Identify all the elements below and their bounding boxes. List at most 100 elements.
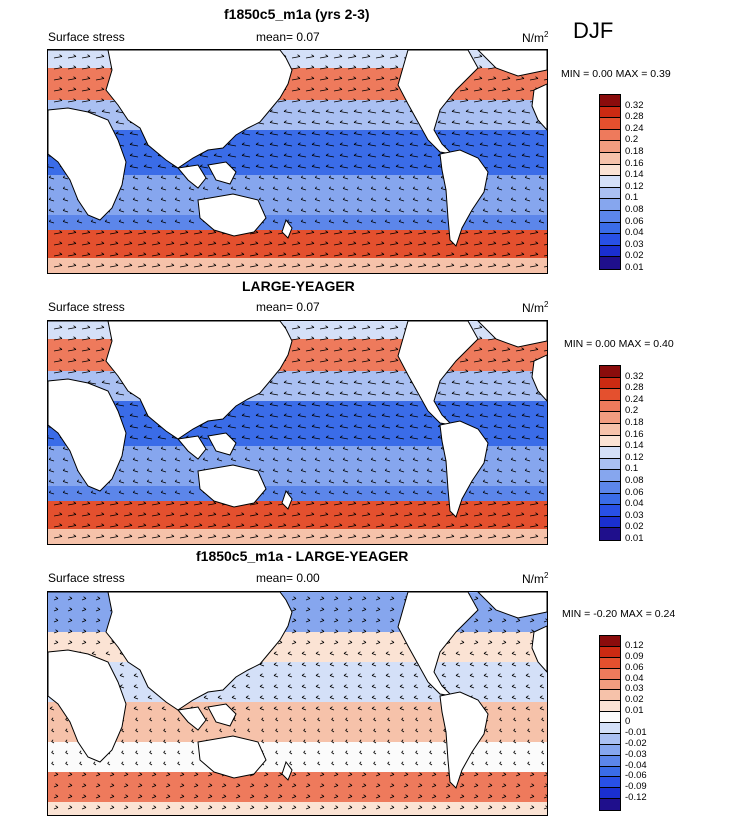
colorbar-swatch bbox=[600, 481, 620, 494]
colorbar-tick-label: 0.01 bbox=[625, 533, 644, 544]
colorbar-swatch bbox=[600, 95, 620, 107]
colorbar-swatch bbox=[600, 668, 620, 680]
panel2-map-svg bbox=[48, 321, 547, 544]
panel3-colorbar bbox=[599, 635, 621, 811]
colorbar-swatch bbox=[600, 636, 620, 647]
colorbar-tick-label: 0.04 bbox=[625, 227, 644, 239]
colorbar-swatch bbox=[600, 766, 620, 778]
colorbar-swatch bbox=[600, 777, 620, 789]
panel1-title: f1850c5_m1a (yrs 2-3) bbox=[224, 6, 370, 22]
colorbar-tick-label: 0.04 bbox=[625, 498, 644, 510]
colorbar-swatch bbox=[600, 234, 620, 246]
colorbar-tick-label: 0.03 bbox=[625, 238, 644, 250]
colorbar-tick-label: 0.1 bbox=[625, 192, 639, 204]
colorbar-swatch bbox=[600, 245, 620, 258]
colorbar-tick-label: -0.04 bbox=[625, 759, 647, 771]
colorbar-swatch bbox=[600, 528, 620, 540]
colorbar-tick-label: -0.09 bbox=[625, 781, 647, 793]
colorbar-tick-label: 0.01 bbox=[625, 262, 644, 273]
colorbar-swatch bbox=[600, 788, 620, 800]
colorbar-tick-label: 0.02 bbox=[625, 250, 644, 262]
colorbar-tick-label: 0.06 bbox=[625, 215, 644, 227]
colorbar-swatch bbox=[600, 755, 620, 767]
colorbar-tick-label: 0.28 bbox=[625, 382, 644, 394]
colorbar-tick-label: -0.01 bbox=[625, 726, 647, 738]
colorbar-tick-label: 0.06 bbox=[625, 661, 644, 673]
colorbar-swatch bbox=[600, 389, 620, 401]
panel3-map-svg bbox=[48, 592, 547, 815]
panel3-units: N/m2 bbox=[522, 571, 549, 586]
panel1-variable-label: Surface stress bbox=[48, 30, 125, 44]
panel1-map bbox=[47, 49, 548, 274]
colorbar-swatch bbox=[600, 176, 620, 188]
colorbar-swatch bbox=[600, 141, 620, 153]
colorbar-tick-label: 0.16 bbox=[625, 157, 644, 169]
colorbar-tick-label: -0.12 bbox=[625, 792, 647, 804]
colorbar-swatch bbox=[600, 712, 620, 723]
colorbar-swatch bbox=[600, 257, 620, 269]
colorbar-tick-label: 0.01 bbox=[625, 705, 644, 717]
colorbar-tick-label: -0.02 bbox=[625, 737, 647, 749]
colorbar-tick-label: 0.24 bbox=[625, 393, 644, 405]
panel3-title: f1850c5_m1a - LARGE-YEAGER bbox=[196, 548, 409, 564]
colorbar-tick-label: 0.09 bbox=[625, 650, 644, 662]
colorbar-swatch bbox=[600, 679, 620, 691]
colorbar-swatch bbox=[600, 516, 620, 529]
panel3-min-max: MIN = -0.20 MAX = 0.24 bbox=[562, 608, 676, 620]
panel3-mean: mean= 0.00 bbox=[256, 571, 320, 585]
colorbar-tick-label: 0.18 bbox=[625, 146, 644, 157]
colorbar-swatch bbox=[600, 400, 620, 413]
colorbar-tick-label: 0.02 bbox=[625, 521, 644, 533]
colorbar-swatch bbox=[600, 164, 620, 177]
colorbar-swatch bbox=[600, 210, 620, 223]
panel1-units: N/m2 bbox=[522, 30, 549, 45]
colorbar-swatch bbox=[600, 106, 620, 119]
colorbar-tick-label: 0.03 bbox=[625, 683, 644, 695]
colorbar-swatch bbox=[600, 470, 620, 482]
panel1-colorbar bbox=[599, 94, 621, 270]
colorbar-tick-label: 0.2 bbox=[625, 405, 639, 417]
colorbar-swatch bbox=[600, 129, 620, 142]
panel3-variable-label: Surface stress bbox=[48, 571, 125, 585]
colorbar-tick-label: 0.12 bbox=[625, 451, 644, 463]
colorbar-tick-label: 0 bbox=[625, 716, 631, 727]
colorbar-tick-label: 0.08 bbox=[625, 475, 644, 486]
colorbar-tick-label: 0.18 bbox=[625, 417, 644, 428]
colorbar-swatch bbox=[600, 435, 620, 448]
colorbar-swatch bbox=[600, 657, 620, 669]
panel2-title: LARGE-YEAGER bbox=[242, 278, 355, 294]
colorbar-swatch bbox=[600, 690, 620, 702]
colorbar-swatch bbox=[600, 493, 620, 506]
colorbar-swatch bbox=[600, 118, 620, 130]
colorbar-swatch bbox=[600, 199, 620, 211]
colorbar-tick-label: 0.06 bbox=[625, 486, 644, 498]
colorbar-swatch bbox=[600, 222, 620, 235]
colorbar-swatch bbox=[600, 458, 620, 471]
panel2-variable-label: Surface stress bbox=[48, 300, 125, 314]
colorbar-tick-label: 0.08 bbox=[625, 204, 644, 215]
colorbar-swatch bbox=[600, 412, 620, 424]
panel2-min-max: MIN = 0.00 MAX = 0.40 bbox=[564, 338, 674, 350]
colorbar-swatch bbox=[600, 723, 620, 734]
colorbar-tick-label: 0.14 bbox=[625, 440, 644, 452]
colorbar-tick-label: 0.02 bbox=[625, 694, 644, 706]
colorbar-tick-label: 0.24 bbox=[625, 122, 644, 134]
colorbar-tick-label: 0.04 bbox=[625, 672, 644, 684]
colorbar-swatch bbox=[600, 366, 620, 378]
panel1-map-svg bbox=[48, 50, 547, 273]
colorbar-swatch bbox=[600, 505, 620, 517]
colorbar-swatch bbox=[600, 152, 620, 165]
colorbar-tick-label: 0.32 bbox=[625, 370, 644, 382]
panel1-min-max: MIN = 0.00 MAX = 0.39 bbox=[561, 68, 671, 80]
panel2-mean: mean= 0.07 bbox=[256, 300, 320, 314]
colorbar-swatch bbox=[600, 646, 620, 658]
colorbar-tick-label: 0.03 bbox=[625, 509, 644, 521]
season-label: DJF bbox=[573, 18, 614, 43]
colorbar-tick-label: 0.16 bbox=[625, 428, 644, 440]
panel2-map bbox=[47, 320, 548, 545]
panel2-units: N/m2 bbox=[522, 300, 549, 315]
colorbar-swatch bbox=[600, 377, 620, 390]
colorbar-swatch bbox=[600, 799, 620, 810]
colorbar-swatch bbox=[600, 423, 620, 436]
colorbar-tick-label: 0.12 bbox=[625, 639, 644, 651]
